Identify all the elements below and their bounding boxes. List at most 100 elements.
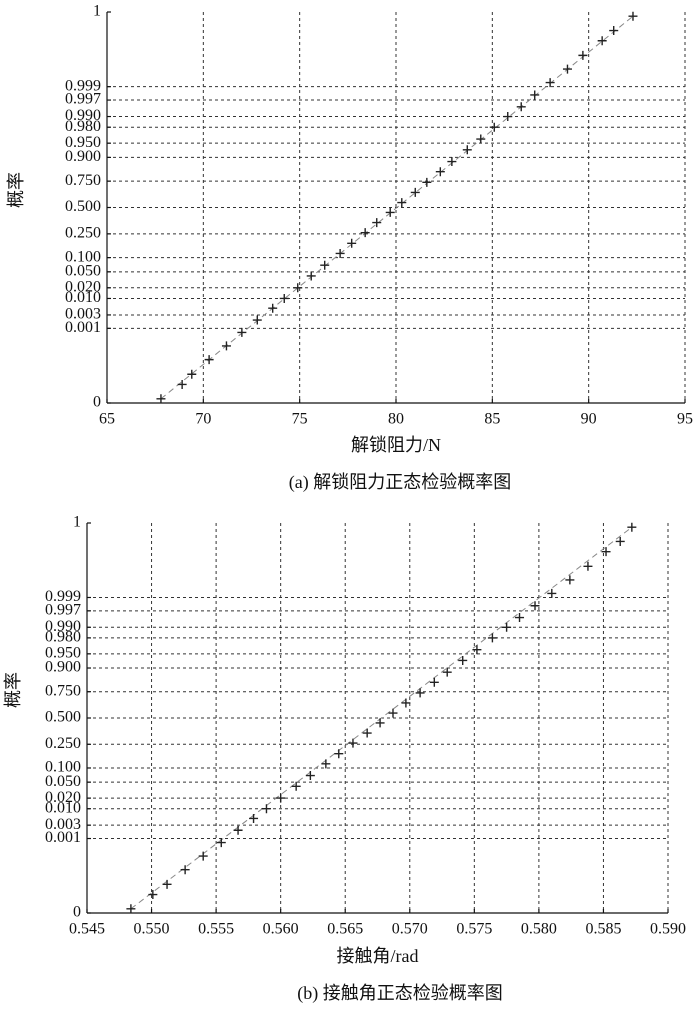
y-tick-label: 0.750 [65, 172, 101, 189]
data-point [360, 228, 370, 238]
data-point [293, 283, 303, 293]
data-point [410, 187, 420, 197]
data-point [276, 793, 286, 803]
data-point [476, 134, 486, 144]
y-tick-label: 0.500 [45, 709, 81, 726]
data-point [615, 536, 625, 546]
data-point [252, 315, 262, 325]
data-point [156, 394, 166, 404]
x-axis-title: 解锁阻力/N [351, 435, 441, 455]
y-tick-label: 0.500 [65, 198, 101, 215]
data-point [447, 157, 457, 167]
y-tick-label: 0.100 [45, 759, 81, 776]
y-tick-label: 0.001 [45, 829, 81, 846]
data-point [609, 26, 619, 36]
y-tick-label: 0.900 [65, 148, 101, 165]
data-point [233, 825, 243, 835]
data-point [487, 633, 497, 643]
data-point [320, 260, 330, 270]
x-tick-label: 70 [195, 411, 211, 428]
y-tick-label: 0.003 [65, 306, 101, 323]
data-point [198, 851, 208, 861]
data-point [435, 167, 445, 177]
data-point [177, 379, 187, 389]
data-point [415, 688, 425, 698]
data-point [502, 622, 512, 632]
y-tick-label: 0 [93, 394, 101, 411]
y-tick-label: 0.750 [45, 682, 81, 699]
data-point [372, 218, 382, 228]
y-tick-label: 0.997 [45, 602, 81, 619]
data-point [221, 341, 231, 351]
data-point [547, 588, 557, 598]
y-tick-label: 0.997 [65, 91, 101, 108]
data-point [180, 865, 190, 875]
data-point [515, 613, 525, 623]
data-point [347, 238, 357, 248]
y-tick-label: 0.950 [45, 645, 81, 662]
x-tick-label: 0.545 [69, 921, 105, 938]
y-tick-label: 0.950 [65, 134, 101, 151]
y-tick-label: 0 [73, 904, 81, 921]
y-tick-label: 0.010 [45, 799, 81, 816]
data-point [388, 708, 398, 718]
y-tick-label: 0.100 [65, 248, 101, 265]
x-tick-label: 85 [484, 411, 500, 428]
data-point [516, 102, 526, 112]
data-point [348, 738, 358, 748]
data-point [442, 667, 452, 677]
data-point [237, 327, 247, 337]
x-tick-label: 90 [581, 411, 597, 428]
data-point [291, 781, 301, 791]
y-tick-label: 0.250 [65, 225, 101, 242]
y-tick-label: 0.999 [65, 77, 101, 94]
x-tick-label: 95 [677, 411, 693, 428]
y-tick-label: 0.001 [65, 319, 101, 336]
x-tick-label: 0.570 [392, 921, 428, 938]
y-tick-label: 0.010 [65, 289, 101, 306]
y-tick-label: 0.990 [65, 107, 101, 124]
y-tick-label: 0.250 [45, 735, 81, 752]
data-point [458, 655, 468, 665]
data-point [162, 879, 172, 889]
data-point [249, 813, 259, 823]
y-tick-label: 0.900 [45, 659, 81, 676]
y-tick-label: 0.990 [45, 618, 81, 635]
data-point [148, 890, 158, 900]
x-tick-label: 65 [99, 411, 115, 428]
x-tick-label: 0.550 [134, 921, 170, 938]
data-point [334, 749, 344, 759]
data-point [126, 904, 136, 914]
data-point [530, 90, 540, 100]
data-point [204, 355, 214, 365]
caption: (b) 接触角正态检验概率图 [297, 983, 503, 1004]
data-point [578, 50, 588, 60]
x-tick-label: 80 [388, 411, 404, 428]
data-point [422, 177, 432, 187]
y-tick-label: 0.003 [45, 816, 81, 833]
data-point [462, 145, 472, 155]
y-tick-label: 0.020 [45, 789, 81, 806]
data-point [429, 677, 439, 687]
x-tick-label: 0.565 [327, 921, 363, 938]
data-point [261, 804, 271, 814]
data-point [628, 11, 638, 21]
x-tick-label: 0.560 [263, 921, 299, 938]
data-point [279, 293, 289, 303]
y-tick-label: 0.050 [65, 262, 101, 279]
y-tick-label: 0.980 [65, 118, 101, 135]
x-tick-label: 0.580 [521, 921, 557, 938]
data-point [321, 759, 331, 769]
data-point [545, 78, 555, 88]
data-point [305, 771, 315, 781]
data-point [362, 728, 372, 738]
caption: (a) 解锁阻力正态检验概率图 [289, 472, 511, 493]
y-axis-title: 概率 [6, 172, 26, 208]
x-tick-label: 0.575 [456, 921, 492, 938]
data-point [583, 561, 593, 571]
data-point [397, 198, 407, 208]
data-point [627, 522, 637, 532]
x-tick-label: 75 [292, 411, 308, 428]
